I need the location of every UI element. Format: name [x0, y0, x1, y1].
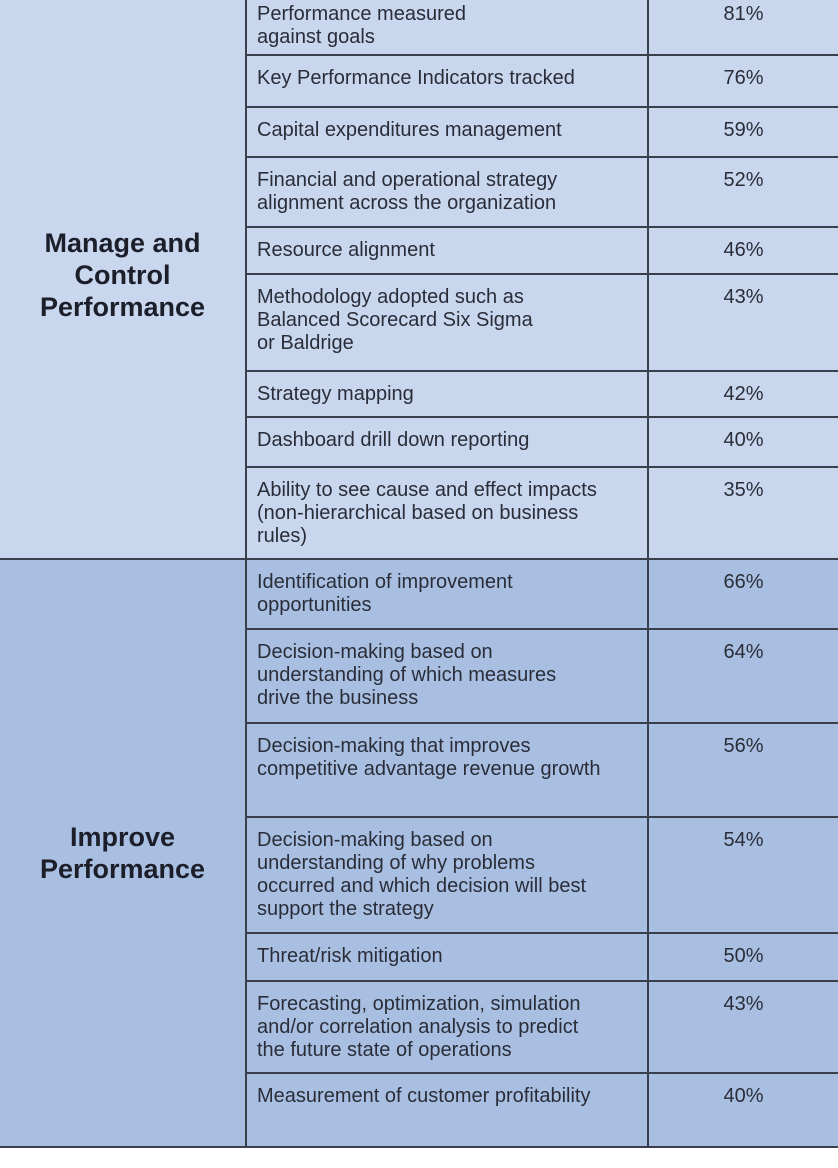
table-row: Decision-making that improves competitive… [0, 722, 838, 818]
table-row: Financial and operational strategy alignm… [0, 156, 838, 228]
item-label-cell: Ability to see cause and effect impacts(… [245, 466, 649, 560]
item-label-line: rules) [257, 525, 308, 547]
item-label-line: understanding of why problems [257, 852, 535, 874]
item-label-line: support the strategy [257, 898, 434, 920]
percentage-value: 56% [647, 722, 838, 818]
percentage-value: 40% [647, 416, 838, 468]
table-row: Strategy mapping 42% [0, 370, 838, 418]
percentage-value: 76% [647, 54, 838, 108]
item-label-line: Financial and operational strategy [257, 169, 558, 191]
item-label-line: Dashboard drill down reporting [257, 429, 530, 451]
group-heading-line: Performance [39, 292, 206, 322]
item-label-line: alignment across the organization [257, 192, 557, 214]
percentage-value: 42% [647, 370, 838, 418]
table-row: Dashboard drill down reporting 40% [0, 416, 838, 468]
item-label-line: the future state of operations [257, 1039, 512, 1061]
table-row: Capital expenditures management 59% [0, 106, 838, 158]
item-label-line: (non-hierarchical based on business [257, 502, 579, 524]
item-label-line: Key Performance Indicators tracked [257, 67, 575, 89]
percentage-value: 81% [647, 0, 838, 56]
percentage-value: 64% [647, 628, 838, 724]
item-label-cell: Measurement of customer profitability [245, 1072, 649, 1148]
percentage-value: 46% [647, 226, 838, 275]
group-heading: Manage and Control Performance [0, 0, 247, 560]
item-label-line: opportunities [257, 594, 372, 616]
item-label-line: Decision-making that improves [257, 735, 531, 757]
table-row: Resource alignment 46% [0, 226, 838, 275]
table-row: Decision-making based on understanding of… [0, 628, 838, 724]
table-row: Key Performance Indicators tracked 76% [0, 54, 838, 108]
group-heading-line: Performance [39, 854, 206, 884]
item-label-cell: Dashboard drill down reporting [245, 416, 649, 468]
table-row: Improve Performance Identification of impr… [0, 558, 838, 1148]
item-label-line: competitive advantage revenue growth [257, 758, 601, 780]
percentage-value: 59% [647, 106, 838, 158]
item-label-cell: Key Performance Indicators tracked [245, 54, 649, 108]
item-label-cell: Performance measured against goals [245, 0, 649, 56]
item-label-line: Balanced Scorecard Six Sigma [257, 309, 533, 331]
item-label-cell: Methodology adopted such as Balanced Scor… [245, 273, 649, 372]
group-heading-line: Improve [69, 822, 176, 852]
item-label-line: occurred and which decision will best [257, 875, 587, 897]
percentage-value: 43% [647, 273, 838, 372]
table-row: Threat/risk mitigation 50% [0, 932, 838, 982]
item-label-line: drive the business [257, 687, 419, 709]
percentage-value: 66% [647, 558, 838, 630]
item-label-line: Forecasting, optimization, simulation [257, 993, 581, 1015]
item-label-cell: Decision-making based on understanding of… [245, 816, 649, 934]
item-label-line: Resource alignment [257, 239, 435, 261]
item-label-line: Measurement of customer profitability [257, 1085, 591, 1107]
item-label-cell: Decision-making that improves competitive… [245, 722, 649, 818]
table-row: Methodology adopted such as Balanced Scor… [0, 273, 838, 372]
percentage-value: 54% [647, 816, 838, 934]
item-label-line: Ability to see cause and effect impacts [257, 479, 597, 501]
item-label-line: understanding of which measures [257, 664, 557, 686]
item-label-cell: Financial and operational strategy alignm… [245, 156, 649, 228]
percentage-value: 50% [647, 932, 838, 982]
item-label-line: against goals [257, 26, 375, 48]
item-label-line: or Baldrige [257, 332, 354, 354]
item-label-line: and/or correlation analysis to predict [257, 1016, 579, 1038]
percentage-value: 43% [647, 980, 838, 1074]
group-heading-line: Control [74, 260, 171, 290]
item-label-cell: Resource alignment [245, 226, 649, 275]
item-label-line: Decision-making based on [257, 641, 493, 663]
group-heading: Improve Performance [0, 558, 247, 1148]
item-label-line: Performance measured [257, 3, 466, 25]
item-label-line: Methodology adopted such as [257, 286, 524, 308]
item-label-cell: Strategy mapping [245, 370, 649, 418]
percentage-value: 35% [647, 466, 838, 560]
item-label-cell: Forecasting, optimization, simulation and… [245, 980, 649, 1074]
table-row: Ability to see cause and effect impacts(… [0, 466, 838, 560]
item-label-line: Strategy mapping [257, 383, 414, 405]
percentage-value: 40% [647, 1072, 838, 1148]
table-row: Manage and Control Performance Performance … [0, 0, 838, 560]
item-label-cell: Decision-making based on understanding of… [245, 628, 649, 724]
group-heading-line: Manage and [44, 228, 201, 258]
percentage-value: 52% [647, 156, 838, 228]
item-label-line: Identification of improvement [257, 571, 513, 593]
item-label-cell: Threat/risk mitigation [245, 932, 649, 982]
table-row: Decision-making based on understanding of… [0, 816, 838, 934]
item-label-line: Threat/risk mitigation [257, 945, 443, 967]
table-row: Measurement of customer profitability 40% [0, 1072, 838, 1148]
table-row: Forecasting, optimization, simulation and… [0, 980, 838, 1074]
item-label-cell: Identification of improvement opportuniti… [245, 558, 649, 630]
item-label-line: Decision-making based on [257, 829, 493, 851]
item-label-cell: Capital expenditures management [245, 106, 649, 158]
item-label-line: Capital expenditures management [257, 119, 562, 141]
